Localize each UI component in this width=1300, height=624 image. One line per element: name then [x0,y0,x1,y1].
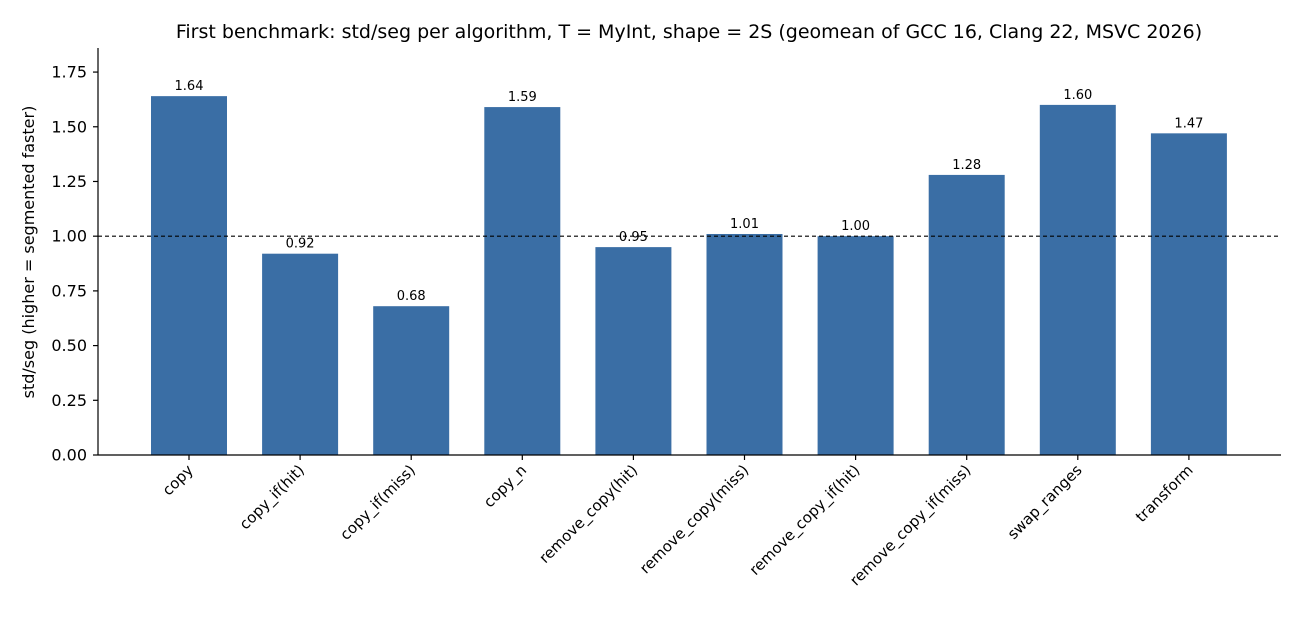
bar-5 [706,233,783,455]
y-tick-label-4: 1.00 [51,227,87,246]
x-tick-label-2: copy_if(miss) [336,461,419,544]
data-label-2: 0.68 [397,289,426,304]
data-label-8: 1.60 [1063,88,1092,103]
bar-1 [262,253,339,455]
data-label-6: 1.00 [841,219,870,234]
y-tick-label-5: 1.25 [51,172,87,191]
bar-3 [484,107,561,455]
bar-8 [1039,104,1116,455]
x-tick-label-7: remove_copy_if(miss) [846,461,975,590]
y-tick-label-3: 0.75 [51,281,87,300]
y-tick-label-1: 0.25 [51,391,87,410]
x-tick-label-6: remove_copy_if(hit) [746,461,864,579]
data-label-1: 0.92 [286,237,315,252]
x-tick-label-4: remove_copy(hit) [535,461,641,567]
data-label-0: 1.64 [175,79,204,94]
y-axis-label: std/seg (higher = segmented faster) [19,106,38,399]
bar-6 [817,236,894,455]
bar-2 [373,306,450,455]
y-tick-label-2: 0.50 [51,336,87,355]
data-label-3: 1.59 [508,90,537,105]
bar-9 [1150,133,1227,455]
y-tick-label-7: 1.75 [51,63,87,82]
plot-area: 1.64 0.92 0.68 1.59 0.95 1.01 1.00 1.28 1.60 1.47… [51,48,1281,590]
y-tick-label-0: 0.00 [51,446,87,465]
bar-7 [928,174,1005,455]
x-tick-label-0: copy [159,461,197,499]
x-tick-label-3: copy_n [480,461,531,512]
bar-4 [595,247,672,455]
data-label-9: 1.47 [1174,116,1203,131]
data-label-7: 1.28 [952,158,981,173]
chart-title: First benchmark: std/seg per algorithm, … [176,21,1202,43]
x-tick-label-8: swap_ranges [1004,461,1087,544]
data-label-4: 0.95 [619,230,648,245]
x-tick-label-9: transform [1132,461,1197,526]
data-label-5: 1.01 [730,217,759,232]
bar-0 [151,96,227,455]
y-tick-label-6: 1.50 [51,117,87,136]
x-tick-label-1: copy_if(hit) [236,461,309,534]
x-tick-label-5: remove_copy(miss) [636,461,753,578]
